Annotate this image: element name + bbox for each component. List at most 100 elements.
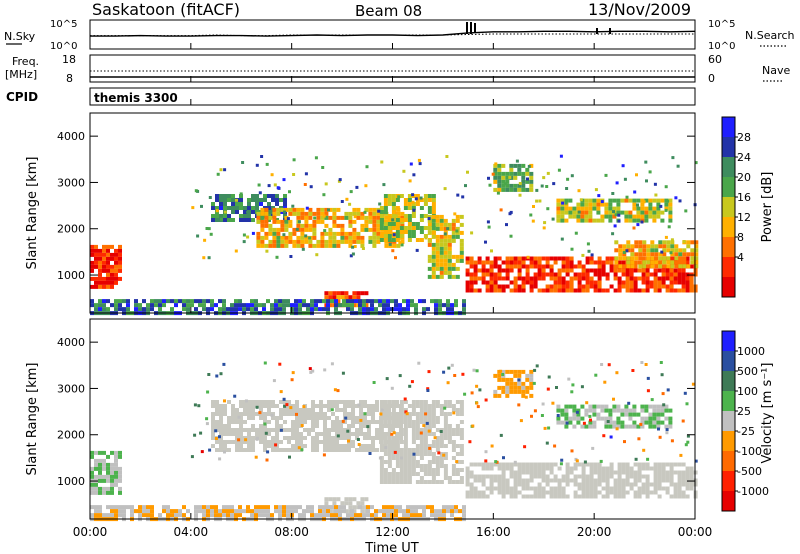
heatmap-cell — [370, 307, 374, 312]
heatmap-cell — [202, 303, 206, 308]
heatmap-cell — [142, 513, 146, 518]
heatmap-cell — [669, 288, 674, 293]
heatmap-cell — [362, 307, 366, 312]
heatmap-cell — [330, 513, 334, 518]
heatmap-cell — [450, 513, 454, 518]
heatmap-cell — [509, 369, 514, 374]
heatmap-cell — [142, 299, 146, 304]
heatmap-cell — [354, 299, 358, 304]
heatmap-cell — [509, 389, 514, 394]
heatmap-cell — [537, 264, 542, 269]
heatmap-cell — [114, 299, 118, 304]
heatmap-cell — [266, 509, 270, 514]
heatmap-cell — [525, 494, 530, 499]
heatmap-cell — [264, 223, 269, 228]
heatmap-cell — [162, 509, 166, 514]
heatmap-speckle — [214, 429, 218, 433]
heatmap-cell — [560, 218, 565, 223]
heatmap-cell — [681, 490, 686, 495]
heatmap-cell — [158, 513, 162, 518]
heatmap-cell — [596, 404, 601, 409]
heatmap-speckle — [589, 418, 592, 422]
heatmap-speckle — [669, 251, 673, 255]
heatmap-cell — [489, 490, 494, 495]
heatmap-cell — [431, 460, 436, 464]
heatmap-cell — [339, 408, 343, 412]
heatmap-speckle — [612, 210, 615, 214]
heatmap-cell — [657, 466, 662, 471]
heatmap-cell — [219, 448, 223, 452]
heatmap-cell — [577, 280, 582, 285]
heatmap-cell — [455, 234, 460, 239]
heatmap-cell — [465, 474, 470, 479]
heatmap-cell — [556, 218, 561, 223]
heatmap-cell — [465, 268, 470, 273]
heatmap-cell — [556, 408, 561, 413]
heatmap-cell — [292, 207, 297, 212]
heatmap-cell — [154, 299, 158, 304]
colorbar-tick-label: 8 — [737, 231, 744, 244]
heatmap-cell — [202, 513, 206, 518]
heatmap-speckle — [366, 425, 370, 429]
heatmap-cell — [106, 505, 110, 510]
heatmap-cell — [537, 260, 542, 265]
heatmap-cell — [634, 244, 639, 249]
heatmap-cell — [251, 194, 255, 198]
heatmap-cell — [580, 210, 585, 215]
heatmap-speckle — [597, 194, 601, 198]
heatmap-cell — [529, 393, 534, 398]
heatmap-speckle — [392, 431, 396, 435]
heatmap-cell — [455, 468, 460, 472]
heatmap-cell — [323, 444, 327, 448]
heatmap-cell — [509, 385, 514, 390]
heatmap-cell — [367, 428, 371, 432]
heatmap-speckle — [671, 156, 675, 160]
heatmap-cell — [565, 466, 570, 471]
heatmap-cell — [545, 462, 550, 467]
heatmap-cell — [493, 280, 498, 285]
heatmap-cell — [102, 478, 106, 483]
heatmap-speckle — [357, 443, 361, 446]
heatmap-cell — [215, 198, 219, 202]
heatmap-cell — [677, 486, 682, 491]
heatmap-cell — [505, 183, 510, 188]
heatmap-cell — [178, 299, 182, 304]
heatmap-cell — [90, 482, 94, 487]
heatmap-cell — [637, 288, 642, 293]
heatmap-cell — [419, 480, 424, 484]
heatmap-cell — [336, 207, 341, 212]
heatmap-cell — [613, 478, 618, 483]
heatmap-cell — [223, 206, 227, 210]
heatmap-cell — [391, 420, 396, 424]
heatmap-cell — [348, 231, 353, 236]
heatmap-cell — [666, 240, 671, 245]
heatmap-speckle — [337, 179, 341, 183]
heatmap-cell — [411, 456, 416, 460]
heatmap-cell — [431, 404, 436, 408]
heatmap-cell — [250, 513, 254, 518]
heatmap-cell — [396, 211, 401, 216]
heatmap-speckle — [322, 193, 326, 197]
heatmap-cell — [211, 420, 215, 424]
heatmap-cell — [605, 474, 610, 479]
heatmap-cell — [431, 250, 436, 255]
heatmap-cell — [581, 288, 586, 293]
heatmap-cell — [227, 400, 231, 404]
heatmap-cell — [312, 219, 317, 224]
heatmap-speckle — [545, 185, 549, 188]
heatmap-cell — [391, 412, 396, 416]
heatmap-cell — [247, 206, 251, 210]
heatmap-cell — [114, 307, 118, 312]
heatmap-cell — [434, 299, 438, 304]
heatmap-speckle — [509, 234, 513, 238]
heatmap-cell — [431, 420, 436, 424]
heatmap-cell — [673, 280, 678, 285]
heatmap-cell — [251, 206, 255, 210]
heatmap-cell — [247, 428, 251, 432]
heatmap-cell — [501, 276, 506, 281]
heatmap-cell — [641, 288, 646, 293]
heatmap-speckle — [390, 432, 394, 436]
heatmap-cell — [383, 480, 388, 484]
heatmap-cell — [573, 276, 578, 281]
heatmap-cell — [114, 478, 118, 483]
